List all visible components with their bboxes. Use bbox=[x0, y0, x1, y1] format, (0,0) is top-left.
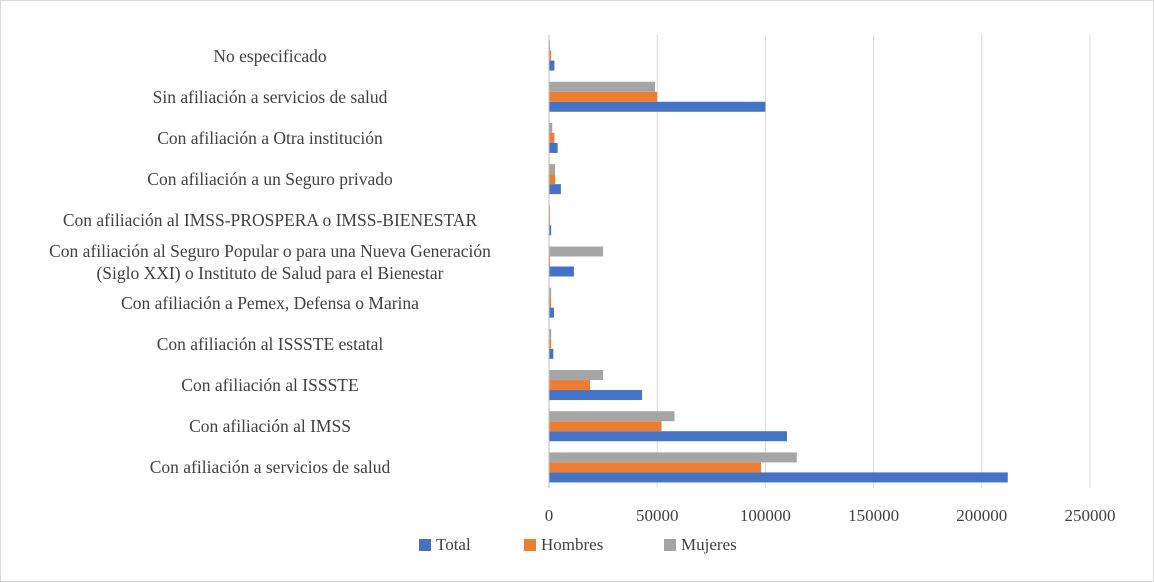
y-tick-label: Con afiliación al IMSS-PROSPERA o IMSS-B… bbox=[62, 210, 478, 231]
legend-swatch bbox=[664, 539, 676, 551]
bar bbox=[549, 91, 658, 102]
bar bbox=[549, 370, 604, 381]
y-tick-label: Con afiliación al IMSS bbox=[189, 416, 351, 437]
legend-label: Hombres bbox=[541, 535, 603, 554]
bar bbox=[549, 390, 643, 401]
y-tick-label: Con afiliación al ISSSTE bbox=[181, 375, 359, 396]
bar bbox=[549, 256, 551, 267]
y-tick-label: Con afiliación al ISSSTE estatal bbox=[156, 333, 384, 354]
bar bbox=[549, 50, 552, 61]
y-tick-label: No especificado bbox=[213, 45, 327, 66]
x-tick-label: 50000 bbox=[636, 506, 679, 525]
bar bbox=[549, 431, 788, 442]
bar bbox=[549, 40, 551, 51]
bar bbox=[549, 122, 553, 133]
legend-swatch bbox=[524, 539, 536, 551]
bar bbox=[549, 338, 552, 349]
bar bbox=[549, 246, 604, 257]
bar bbox=[549, 411, 675, 422]
y-tick-label: Con afiliación a un Seguro privado bbox=[147, 169, 393, 190]
bar bbox=[549, 307, 554, 318]
bar bbox=[549, 60, 555, 71]
y-tick-label: Con afiliación al Seguro Popular o para … bbox=[49, 240, 491, 283]
legend-swatch bbox=[419, 539, 431, 551]
x-tick-label: 200000 bbox=[956, 506, 1007, 525]
bar bbox=[549, 380, 591, 391]
bar bbox=[549, 174, 556, 185]
bar bbox=[549, 297, 552, 308]
bar bbox=[549, 205, 551, 216]
bar bbox=[549, 287, 552, 298]
bar bbox=[549, 266, 574, 277]
bar bbox=[549, 472, 1008, 483]
legend-label: Mujeres bbox=[681, 535, 737, 554]
x-tick-label: 100000 bbox=[740, 506, 791, 525]
bar bbox=[549, 81, 656, 92]
y-tick-label: Con afiliación a Pemex, Defensa o Marina bbox=[121, 292, 419, 313]
legend-label: Total bbox=[436, 535, 471, 554]
bar bbox=[549, 132, 555, 143]
x-tick-label: 250000 bbox=[1065, 506, 1116, 525]
x-tick-label: 150000 bbox=[848, 506, 899, 525]
bar bbox=[549, 101, 766, 112]
y-tick-label: Sin afiliación a servicios de salud bbox=[152, 86, 388, 107]
bar bbox=[549, 225, 552, 236]
bar bbox=[549, 452, 797, 463]
bar bbox=[549, 348, 554, 359]
bar bbox=[549, 184, 561, 195]
bar bbox=[549, 462, 762, 473]
bar bbox=[549, 215, 551, 226]
x-tick-label: 0 bbox=[545, 506, 554, 525]
y-tick-label: Con afiliación a Otra institución bbox=[157, 127, 383, 148]
y-tick-label: Con afiliación a servicios de salud bbox=[149, 457, 391, 478]
bar bbox=[549, 421, 662, 432]
bar bbox=[549, 164, 556, 175]
bar bbox=[549, 142, 558, 153]
bar bbox=[549, 328, 552, 339]
